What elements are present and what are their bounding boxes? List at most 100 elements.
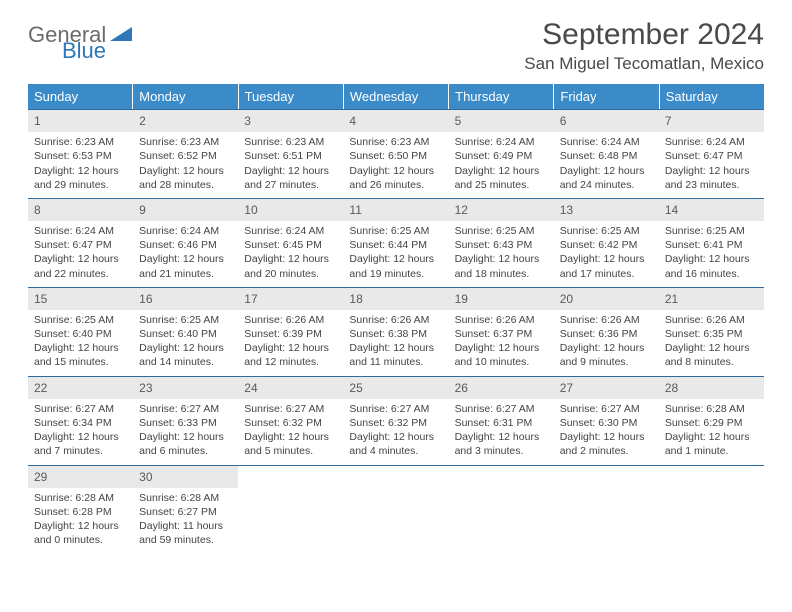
day-line-d2: and 14 minutes. [139,355,234,369]
day-line-d1: Daylight: 12 hours [244,252,339,266]
day-line-ss: Sunset: 6:32 PM [349,416,444,430]
day-line-d2: and 3 minutes. [455,444,550,458]
day-line-d2: and 29 minutes. [34,178,129,192]
day-number: 16 [133,288,238,310]
day-line-ss: Sunset: 6:35 PM [665,327,760,341]
day-body: Sunrise: 6:28 AMSunset: 6:28 PMDaylight:… [28,491,133,548]
day-line-ss: Sunset: 6:44 PM [349,238,444,252]
day-line-d1: Daylight: 12 hours [244,341,339,355]
weekday-header: Friday [554,84,659,109]
day-number: 4 [343,110,448,132]
day-line-d2: and 19 minutes. [349,267,444,281]
day-cell [449,466,554,554]
day-line-sr: Sunrise: 6:24 AM [139,224,234,238]
day-cell [238,466,343,554]
day-line-d1: Daylight: 12 hours [349,164,444,178]
day-line-d2: and 25 minutes. [455,178,550,192]
day-line-ss: Sunset: 6:37 PM [455,327,550,341]
day-line-d2: and 21 minutes. [139,267,234,281]
day-body: Sunrise: 6:24 AMSunset: 6:49 PMDaylight:… [449,135,554,192]
day-line-d1: Daylight: 12 hours [560,164,655,178]
day-line-sr: Sunrise: 6:25 AM [560,224,655,238]
day-line-ss: Sunset: 6:47 PM [665,149,760,163]
day-number: 26 [449,377,554,399]
day-line-ss: Sunset: 6:34 PM [34,416,129,430]
day-number: 30 [133,466,238,488]
day-line-d1: Daylight: 12 hours [455,164,550,178]
day-cell [659,466,764,554]
day-number: 29 [28,466,133,488]
day-line-d2: and 18 minutes. [455,267,550,281]
day-line-d2: and 59 minutes. [139,533,234,547]
day-line-ss: Sunset: 6:42 PM [560,238,655,252]
day-line-d2: and 9 minutes. [560,355,655,369]
day-line-d1: Daylight: 12 hours [139,341,234,355]
day-line-sr: Sunrise: 6:27 AM [244,402,339,416]
day-cell: 19Sunrise: 6:26 AMSunset: 6:37 PMDayligh… [449,288,554,376]
day-cell: 20Sunrise: 6:26 AMSunset: 6:36 PMDayligh… [554,288,659,376]
day-body: Sunrise: 6:25 AMSunset: 6:41 PMDaylight:… [659,224,764,281]
day-line-ss: Sunset: 6:41 PM [665,238,760,252]
day-line-d2: and 5 minutes. [244,444,339,458]
day-body: Sunrise: 6:25 AMSunset: 6:40 PMDaylight:… [28,313,133,370]
day-cell: 23Sunrise: 6:27 AMSunset: 6:33 PMDayligh… [133,377,238,465]
day-line-sr: Sunrise: 6:28 AM [665,402,760,416]
day-line-sr: Sunrise: 6:25 AM [139,313,234,327]
day-cell: 12Sunrise: 6:25 AMSunset: 6:43 PMDayligh… [449,199,554,287]
day-number: 12 [449,199,554,221]
calendar: Sunday Monday Tuesday Wednesday Thursday… [28,84,764,553]
day-cell: 7Sunrise: 6:24 AMSunset: 6:47 PMDaylight… [659,110,764,198]
day-line-sr: Sunrise: 6:25 AM [665,224,760,238]
day-line-sr: Sunrise: 6:26 AM [455,313,550,327]
day-cell: 29 Sunrise: 6:28 AMSunset: 6:28 PMDayligh… [28,466,133,554]
day-body: Sunrise: 6:23 AMSunset: 6:50 PMDaylight:… [343,135,448,192]
day-line-d1: Daylight: 12 hours [455,430,550,444]
day-number: 27 [554,377,659,399]
day-line-d2: and 23 minutes. [665,178,760,192]
day-number: 14 [659,199,764,221]
day-cell: 4 Sunrise: 6:23 AMSunset: 6:50 PMDaylight… [343,110,448,198]
day-body: Sunrise: 6:23 AMSunset: 6:53 PMDaylight:… [28,135,133,192]
day-body: Sunrise: 6:27 AMSunset: 6:32 PMDaylight:… [238,402,343,459]
day-body: Sunrise: 6:24 AMSunset: 6:48 PMDaylight:… [554,135,659,192]
day-line-d1: Daylight: 12 hours [34,164,129,178]
day-line-ss: Sunset: 6:30 PM [560,416,655,430]
day-line-ss: Sunset: 6:38 PM [349,327,444,341]
day-line-sr: Sunrise: 6:27 AM [455,402,550,416]
day-cell: 14 Sunrise: 6:25 AMSunset: 6:41 PMDayligh… [659,199,764,287]
day-line-d1: Daylight: 12 hours [665,252,760,266]
day-body: Sunrise: 6:27 AMSunset: 6:32 PMDaylight:… [343,402,448,459]
day-line-sr: Sunrise: 6:27 AM [349,402,444,416]
day-number: 8 [28,199,133,221]
day-line-d2: and 20 minutes. [244,267,339,281]
day-number: 17 [238,288,343,310]
day-line-ss: Sunset: 6:27 PM [139,505,234,519]
week-row: 22Sunrise: 6:27 AMSunset: 6:34 PMDayligh… [28,376,764,465]
day-line-d1: Daylight: 12 hours [139,164,234,178]
day-line-d2: and 12 minutes. [244,355,339,369]
day-line-d2: and 22 minutes. [34,267,129,281]
day-number: 2 [133,110,238,132]
day-line-d1: Daylight: 12 hours [349,341,444,355]
weeks-container: 1Sunrise: 6:23 AMSunset: 6:53 PMDaylight… [28,109,764,553]
day-number: 9 [133,199,238,221]
weekday-header: Monday [133,84,238,109]
day-line-d1: Daylight: 12 hours [665,164,760,178]
day-body: Sunrise: 6:23 AMSunset: 6:52 PMDaylight:… [133,135,238,192]
day-line-d2: and 17 minutes. [560,267,655,281]
day-line-ss: Sunset: 6:48 PM [560,149,655,163]
day-line-ss: Sunset: 6:53 PM [34,149,129,163]
day-cell: 18Sunrise: 6:26 AMSunset: 6:38 PMDayligh… [343,288,448,376]
logo-word-blue: Blue [62,40,132,62]
day-line-ss: Sunset: 6:40 PM [139,327,234,341]
day-number: 15 [28,288,133,310]
week-row: 8Sunrise: 6:24 AMSunset: 6:47 PMDaylight… [28,198,764,287]
day-line-ss: Sunset: 6:45 PM [244,238,339,252]
day-cell: 17Sunrise: 6:26 AMSunset: 6:39 PMDayligh… [238,288,343,376]
day-line-sr: Sunrise: 6:25 AM [349,224,444,238]
day-line-d2: and 26 minutes. [349,178,444,192]
day-number: 23 [133,377,238,399]
day-line-d1: Daylight: 12 hours [560,341,655,355]
day-body: Sunrise: 6:26 AMSunset: 6:37 PMDaylight:… [449,313,554,370]
day-body: Sunrise: 6:27 AMSunset: 6:34 PMDaylight:… [28,402,133,459]
